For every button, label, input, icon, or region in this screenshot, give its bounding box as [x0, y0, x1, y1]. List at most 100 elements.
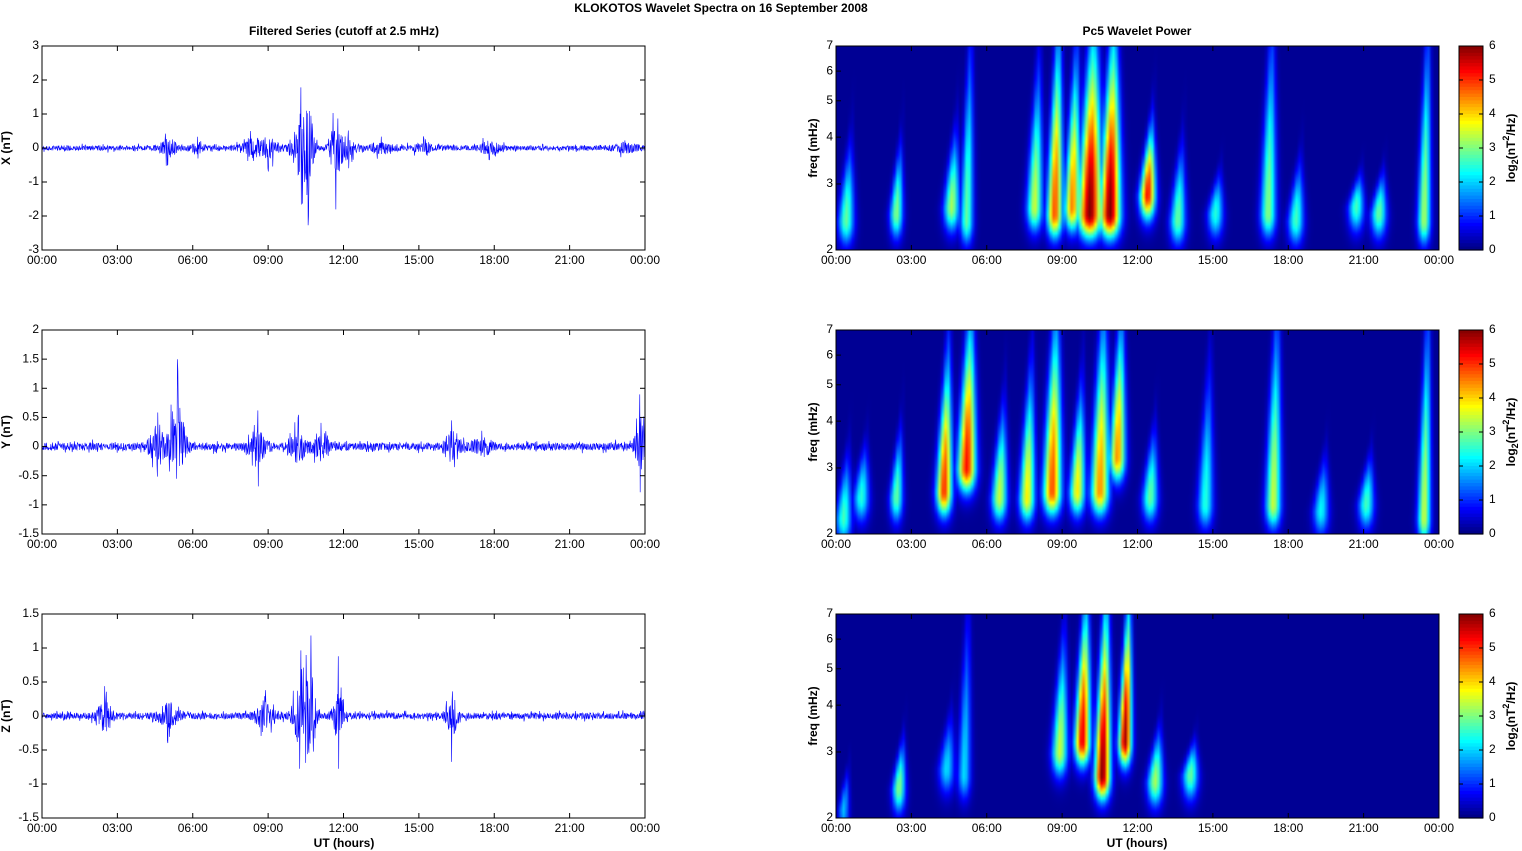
- wavelet-x-colorbar-swatch: [1459, 63, 1483, 67]
- wavelet-x-colorbar-title-part: /Hz): [1504, 114, 1518, 136]
- wavelet-y-colorbar-label: 2: [1489, 458, 1496, 472]
- wavelet-z-colorbar-swatch: [1459, 648, 1483, 652]
- wavelet-z-colorbar-title-part: log: [1504, 732, 1518, 750]
- series-y-xtick-label: 18:00: [479, 537, 509, 551]
- wavelet-z-colorbar-swatch: [1459, 784, 1483, 788]
- wavelet-z-colorbar-swatch: [1459, 661, 1483, 666]
- wavelet-z-colorbar-swatch: [1459, 743, 1483, 748]
- wavelet-x-colorbar-swatch: [1459, 222, 1483, 227]
- series-y-xtick-label: 09:00: [253, 537, 283, 551]
- series-z-xtick-label: 06:00: [178, 821, 208, 835]
- wavelet-x-colorbar-swatch: [1459, 182, 1483, 186]
- wavelet-x-colorbar-title-part: (nT: [1504, 140, 1518, 159]
- wavelet-x-colorbar-title-part: 2: [1510, 159, 1520, 164]
- wavelet-x-xtick-label: 18:00: [1273, 253, 1303, 267]
- wavelet-z-xtick-label: 06:00: [972, 821, 1002, 835]
- series-z-xtick-label: 15:00: [404, 821, 434, 835]
- wavelet-z-colorbar-swatch: [1459, 801, 1483, 805]
- wavelet-z-colorbar-swatch: [1459, 671, 1483, 676]
- wavelet-x-colorbar-swatch: [1459, 175, 1483, 180]
- wavelet-x-colorbar-swatch: [1459, 148, 1483, 152]
- series-x-xtick-label: 00:00: [27, 253, 57, 267]
- series-z-ytick-label: -0.5: [18, 742, 39, 756]
- wavelet-y-colorbar-swatch: [1459, 425, 1483, 430]
- series-x-xtick-label: 03:00: [102, 253, 132, 267]
- wavelet-y-colorbar-swatch: [1459, 438, 1483, 443]
- wavelet-y-colorbar-swatch: [1459, 503, 1483, 508]
- wavelet-x-colorbar-swatch: [1459, 131, 1483, 135]
- wavelet-y-colorbar-swatch: [1459, 459, 1483, 464]
- wavelet-y-colorbar-title: log2(nT2/Hz): [1501, 398, 1520, 467]
- wavelet-x-ytick-label: 2: [826, 242, 833, 256]
- wavelet-x-ytick-label: 4: [826, 129, 833, 143]
- wavelet-x-colorbar-swatch: [1459, 127, 1483, 132]
- series-y-ytick-label: -1: [28, 497, 39, 511]
- wavelet-y-colorbar-swatch: [1459, 360, 1483, 365]
- wavelet-y-colorbar-title-part: (nT: [1504, 424, 1518, 443]
- wavelet-y-colorbar-swatch: [1459, 517, 1483, 521]
- wavelet-x-xtick-label: 12:00: [1122, 253, 1152, 267]
- wavelet-y-colorbar-swatch: [1459, 350, 1483, 355]
- wavelet-z-colorbar-swatch: [1459, 702, 1483, 707]
- wavelet-x-colorbar-swatch: [1459, 233, 1483, 237]
- wavelet-x-colorbar-swatch: [1459, 226, 1483, 231]
- wavelet-x-colorbar-swatch: [1459, 80, 1483, 84]
- wavelet-x-colorbar-label: 5: [1489, 72, 1496, 86]
- wavelet-y-ytick-label: 7: [826, 322, 833, 336]
- wavelet-x-colorbar-swatch: [1459, 134, 1483, 139]
- wavelet-x-colorbar-swatch: [1459, 171, 1483, 176]
- series-y-xtick-label: 03:00: [102, 537, 132, 551]
- wavelet-y-colorbar-swatch: [1459, 394, 1483, 399]
- wavelet-x-colorbar-swatch: [1459, 178, 1483, 183]
- wavelet-y-colorbar-swatch: [1459, 343, 1483, 348]
- wavelet-y-colorbar-swatch: [1459, 415, 1483, 419]
- wavelet-x-colorbar-swatch: [1459, 141, 1483, 146]
- wavelet-z-xtick-label: 03:00: [896, 821, 926, 835]
- wavelet-y-xtick-label: 12:00: [1122, 537, 1152, 551]
- wavelet-z-colorbar-swatch: [1459, 685, 1483, 690]
- right-column-title: Pc5 Wavelet Power: [1083, 24, 1192, 38]
- wavelet-x-colorbar-swatch: [1459, 83, 1483, 88]
- series-x-line: [41, 87, 646, 226]
- series-x-ylabel: X (nT): [0, 131, 13, 165]
- series-x-xtick-label: 21:00: [555, 253, 585, 267]
- wavelet-x-colorbar-swatch: [1459, 243, 1483, 248]
- wavelet-y-colorbar-swatch: [1459, 445, 1483, 450]
- wavelet-x-colorbar-swatch: [1459, 110, 1483, 115]
- series-y-xtick-label: 21:00: [555, 537, 585, 551]
- wavelet-z-colorbar-swatch: [1459, 797, 1483, 802]
- series-z-ytick-label: -1: [28, 776, 39, 790]
- wavelet-x-colorbar-swatch: [1459, 188, 1483, 193]
- wavelet-x-colorbar-title-part: 2: [1501, 136, 1511, 141]
- series-z-ytick-label: -1.5: [18, 810, 39, 824]
- wavelet-z-colorbar-swatch: [1459, 736, 1483, 741]
- wavelet-y-colorbar-swatch: [1459, 486, 1483, 491]
- wavelet-y-colorbar-title-part: /Hz): [1504, 398, 1518, 420]
- wavelet-y-colorbar-swatch: [1459, 428, 1483, 433]
- series-y-ytick-label: 0: [32, 439, 39, 453]
- wavelet-z-colorbar-swatch: [1459, 811, 1483, 816]
- wavelet-y-ylabel: freq (mHz): [806, 402, 820, 461]
- wavelet-z-xtick-label: 21:00: [1349, 821, 1379, 835]
- wavelet-x-colorbar-swatch: [1459, 185, 1483, 190]
- series-z-xtick-label: 18:00: [479, 821, 509, 835]
- wavelet-y-colorbar-swatch: [1459, 506, 1483, 511]
- wavelet-x-colorbar-swatch: [1459, 86, 1483, 91]
- wavelet-z-colorbar-label: 3: [1489, 708, 1496, 722]
- wavelet-z-colorbar-swatch: [1459, 794, 1483, 799]
- wavelet-x-colorbar-swatch: [1459, 165, 1483, 169]
- wavelet-y-colorbar-swatch: [1459, 523, 1483, 528]
- wavelet-z-colorbar-swatch: [1459, 617, 1483, 622]
- wavelet-z-colorbar-swatch: [1459, 627, 1483, 632]
- wavelet-x-xtick-label: 00:00: [821, 253, 851, 267]
- wavelet-y-colorbar-swatch: [1459, 496, 1483, 501]
- series-x-ytick-label: 2: [32, 72, 39, 86]
- wavelet-z-colorbar-swatch: [1459, 651, 1483, 656]
- series-x-ytick-label: -3: [28, 242, 39, 256]
- wavelet-z-colorbar-swatch: [1459, 695, 1483, 700]
- series-z-ytick-label: 0: [32, 708, 39, 722]
- left-xlabel: UT (hours): [314, 836, 375, 850]
- series-x-ytick-label: -2: [28, 208, 39, 222]
